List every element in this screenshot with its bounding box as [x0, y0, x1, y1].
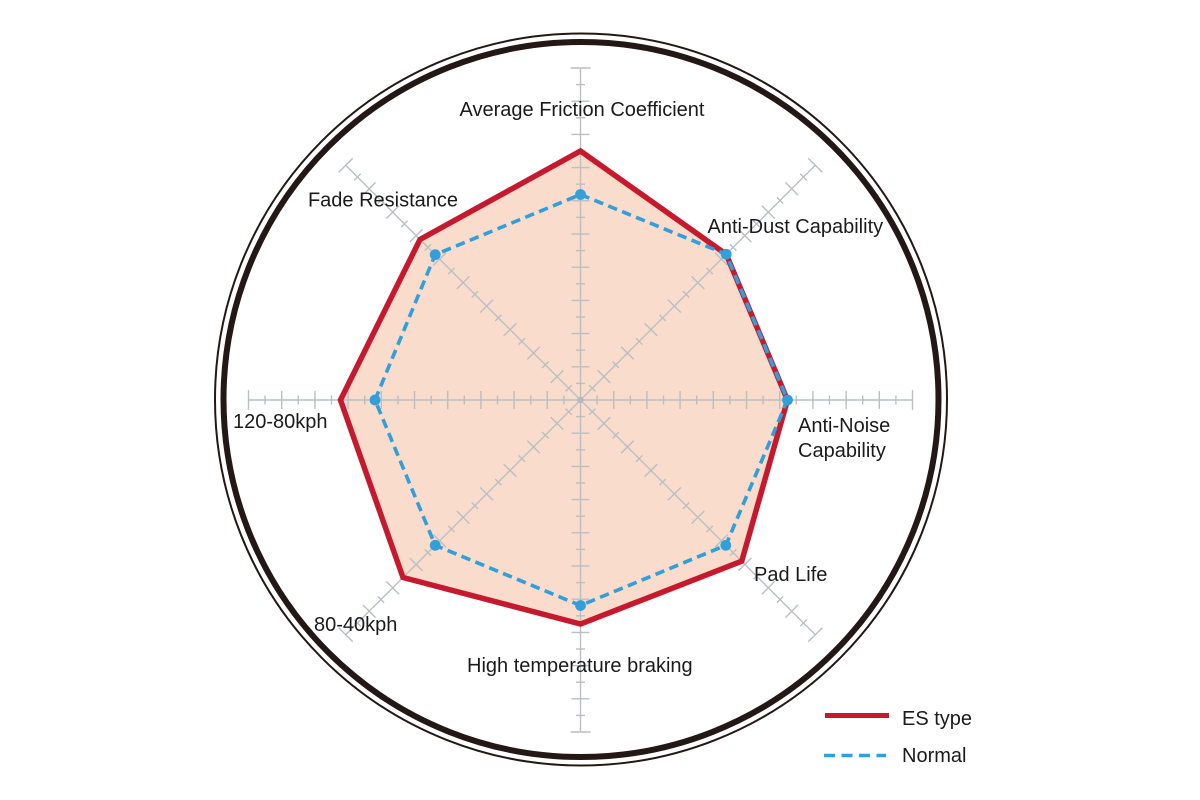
svg-text:80-40kph: 80-40kph: [314, 614, 397, 636]
svg-text:120-80kph: 120-80kph: [233, 411, 328, 433]
svg-text:Pad Life: Pad Life: [754, 564, 827, 586]
svg-text:Anti-Noise: Anti-Noise: [798, 415, 890, 437]
svg-text:Fade Resistance: Fade Resistance: [308, 190, 458, 212]
svg-text:Normal: Normal: [902, 745, 966, 767]
svg-text:Capability: Capability: [798, 440, 886, 462]
svg-text:Average Friction Coefficient: Average Friction Coefficient: [460, 99, 705, 121]
svg-text:High temperature braking: High temperature braking: [467, 655, 693, 677]
svg-text:ES type: ES type: [902, 708, 972, 730]
svg-text:Anti-Dust Capability: Anti-Dust Capability: [708, 216, 884, 238]
